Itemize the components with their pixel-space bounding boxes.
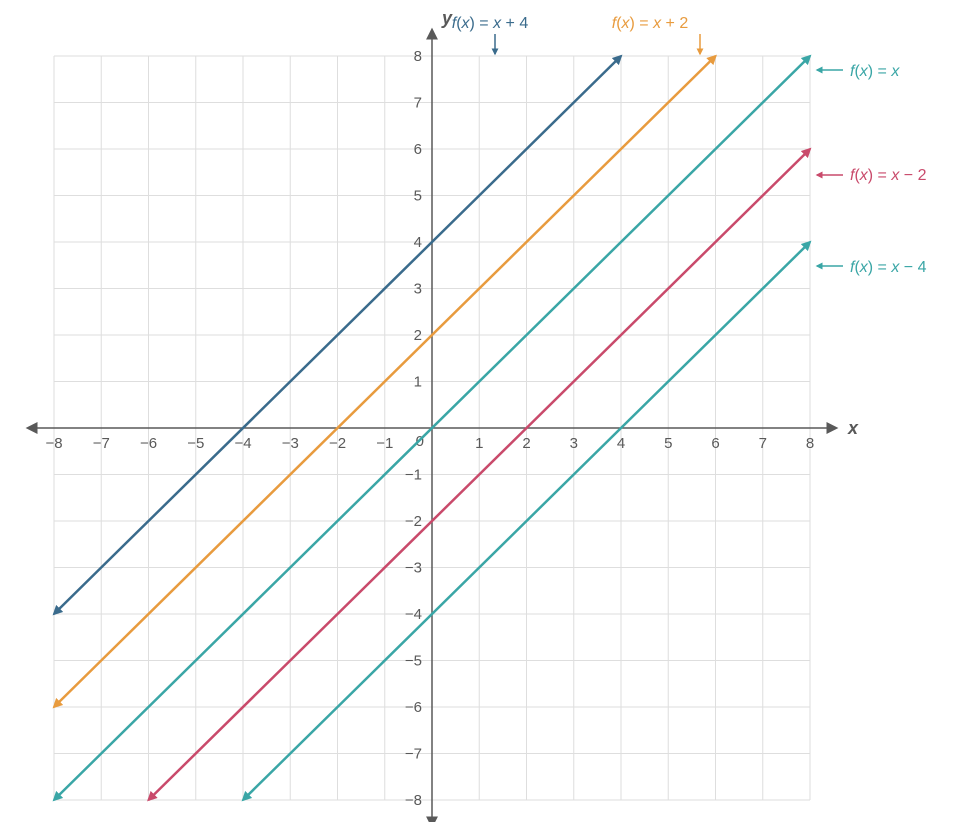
chart-container: xy−8−7−6−5−4−3−2−112345678−8−7−6−5−4−3−2…	[0, 0, 975, 822]
x-tick-label: −4	[234, 435, 251, 452]
x-tick-label: −6	[140, 435, 157, 452]
label-f_x_plus_4: f(x) = x + 4	[452, 15, 529, 32]
y-tick-label: 4	[414, 234, 422, 251]
x-tick-label: 6	[711, 435, 719, 452]
label-f_x_minus_4: f(x) = x − 4	[850, 259, 927, 276]
x-tick-label: −1	[376, 435, 393, 452]
chart-background	[0, 0, 975, 822]
x-tick-label: 4	[617, 435, 625, 452]
x-tick-label: 2	[522, 435, 530, 452]
line-chart: xy−8−7−6−5−4−3−2−112345678−8−7−6−5−4−3−2…	[0, 0, 975, 822]
y-tick-label: −2	[405, 513, 422, 530]
label-f_x: f(x) = x	[850, 63, 900, 80]
y-tick-label: 5	[414, 188, 422, 205]
y-tick-label: 7	[414, 95, 422, 112]
y-tick-label: −5	[405, 653, 422, 670]
y-tick-label: 3	[414, 281, 422, 298]
y-tick-label: −1	[405, 467, 422, 484]
y-tick-label: −7	[405, 746, 422, 763]
x-tick-label: 1	[475, 435, 483, 452]
label-f_x_minus_2: f(x) = x − 2	[850, 167, 927, 184]
label-f_x_plus_2: f(x) = x + 2	[612, 15, 689, 32]
x-tick-label: 3	[570, 435, 578, 452]
y-tick-label: −4	[405, 606, 422, 623]
y-tick-label: 8	[414, 48, 422, 65]
x-tick-label: 5	[664, 435, 672, 452]
y-tick-label: 2	[414, 327, 422, 344]
x-axis-label: x	[847, 418, 859, 438]
y-tick-label: −3	[405, 560, 422, 577]
x-tick-label: −3	[282, 435, 299, 452]
x-tick-label: 8	[806, 435, 814, 452]
x-tick-label: −2	[329, 435, 346, 452]
x-tick-label: −7	[93, 435, 110, 452]
y-tick-label: 1	[414, 374, 422, 391]
y-tick-label: −6	[405, 699, 422, 716]
x-tick-label: −8	[45, 435, 62, 452]
y-tick-label: −8	[405, 792, 422, 809]
x-tick-label: 7	[759, 435, 767, 452]
y-tick-label: 6	[414, 141, 422, 158]
x-tick-label: −5	[187, 435, 204, 452]
